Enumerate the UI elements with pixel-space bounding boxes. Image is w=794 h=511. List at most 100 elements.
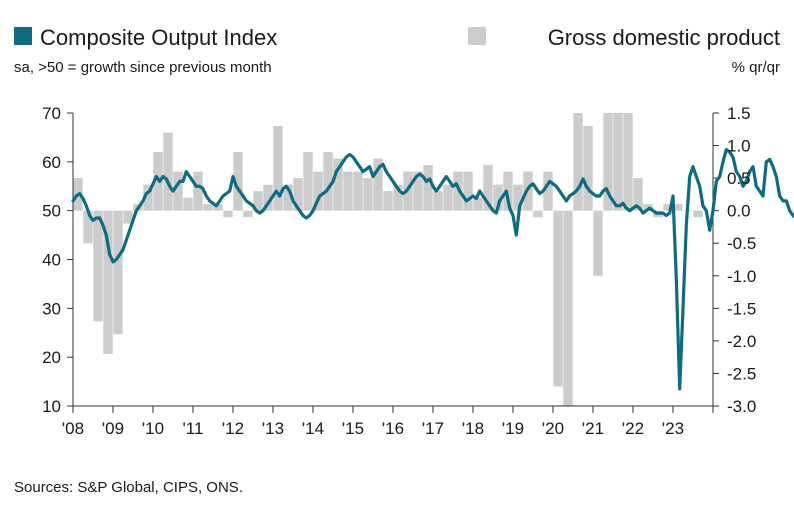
gdp-bar xyxy=(183,197,193,211)
gdp-bar xyxy=(323,152,333,211)
x-tick-label: '10 xyxy=(142,419,164,438)
gdp-bar xyxy=(243,210,253,218)
y-right-tick-label: -2.0 xyxy=(727,332,756,351)
composite-line-group xyxy=(71,148,794,391)
gdp-bar xyxy=(283,184,293,211)
x-tick-label: '21 xyxy=(582,419,604,438)
x-axis-labels: '08 '09 '10 '11 '12 '13 '14 '15 '16 '17 '18 '19 '20 '… xyxy=(62,419,684,438)
gdp-bar xyxy=(373,158,383,211)
y-left-tick-label: 70 xyxy=(42,104,61,123)
gdp-bar xyxy=(93,210,103,322)
y-axis-right-labels: 1.5 1.0 0.5 0.0 -0.5 -1.0 -1.5 -2.0 -2.5 -3.0 xyxy=(727,104,756,416)
gdp-bar xyxy=(233,152,243,211)
gdp-bar xyxy=(703,210,713,212)
gdp-bar xyxy=(463,171,473,211)
legend-title-composite: Composite Output Index xyxy=(40,25,277,50)
x-tick-label: '13 xyxy=(262,419,284,438)
x-tick-label: '08 xyxy=(62,419,84,438)
x-tick-label: '23 xyxy=(662,419,684,438)
gdp-bar xyxy=(353,171,363,211)
gdp-bar xyxy=(593,210,603,276)
gdp-bar xyxy=(293,178,303,211)
y-left-tick-label: 40 xyxy=(42,251,61,270)
gdp-bar xyxy=(563,210,573,406)
gdp-bar xyxy=(363,178,373,211)
gdp-bar xyxy=(643,204,653,211)
gdp-bar xyxy=(613,113,623,211)
x-tick-label: '12 xyxy=(222,419,244,438)
composite-line xyxy=(71,148,794,391)
y-right-tick-label: -2.5 xyxy=(727,364,756,383)
gdp-bar xyxy=(633,178,643,211)
x-tick-label: '09 xyxy=(102,419,124,438)
gdp-bar xyxy=(333,158,343,211)
x-tick-label: '11 xyxy=(183,419,204,438)
x-tick-label: '19 xyxy=(502,419,524,438)
axes xyxy=(67,112,719,413)
y-right-tick-label: 1.5 xyxy=(727,104,751,123)
gdp-bar xyxy=(113,210,123,335)
y-right-tick-label: 0.0 xyxy=(727,202,751,221)
x-tick-label: '17 xyxy=(422,419,444,438)
gdp-bar xyxy=(543,171,553,211)
gdp-bar xyxy=(513,184,523,211)
y-right-tick-label: 0.5 xyxy=(727,169,751,188)
gdp-bar xyxy=(303,152,313,211)
gdp-bar xyxy=(473,197,483,211)
legend-subtitle-gdp: % qr/qr xyxy=(732,59,780,76)
gdp-bar xyxy=(273,126,283,211)
gdp-bar xyxy=(203,204,213,211)
y-right-tick-label: -1.5 xyxy=(727,299,756,318)
gdp-bar xyxy=(673,204,683,211)
gdp-bar xyxy=(173,171,183,211)
x-tick-label: '14 xyxy=(302,419,324,438)
x-tick-label: '15 xyxy=(342,419,364,438)
gdp-bar xyxy=(573,113,583,211)
y-left-tick-label: 30 xyxy=(42,299,61,318)
gdp-bar xyxy=(343,171,353,211)
x-tick-label: '20 xyxy=(542,419,564,438)
gdp-bar xyxy=(413,171,423,211)
legend-swatch-composite xyxy=(14,27,32,45)
y-right-tick-label: 1.0 xyxy=(727,137,751,156)
gdp-bar xyxy=(433,191,443,211)
gdp-bar xyxy=(533,210,543,218)
x-tick-label: '22 xyxy=(622,419,644,438)
gdp-bar xyxy=(223,210,233,218)
gdp-bar xyxy=(423,165,433,211)
gdp-bar xyxy=(253,191,263,211)
gdp-bar xyxy=(393,184,403,211)
gdp-bars xyxy=(73,113,713,406)
gdp-bar xyxy=(623,113,633,211)
y-left-tick-label: 20 xyxy=(42,348,61,367)
source-note: Sources: S&P Global, CIPS, ONS. xyxy=(14,479,243,496)
gdp-bar xyxy=(103,210,113,354)
gdp-bar xyxy=(693,210,703,218)
gdp-bar xyxy=(193,171,203,211)
gdp-bar xyxy=(443,184,453,211)
gdp-bar xyxy=(123,210,133,224)
gdp-bar xyxy=(553,210,563,387)
y-right-tick-label: -1.0 xyxy=(727,267,756,286)
y-left-tick-label: 60 xyxy=(42,153,61,172)
gdp-bar xyxy=(213,204,223,211)
gdp-bar xyxy=(143,184,153,211)
legend-subtitle-composite: sa, >50 = growth since previous month xyxy=(14,59,272,76)
gdp-bar xyxy=(603,113,613,211)
gdp-bar xyxy=(313,171,323,211)
gdp-bar xyxy=(163,132,173,211)
gdp-bar xyxy=(83,210,93,244)
y-left-tick-label: 50 xyxy=(42,202,61,221)
gdp-bar xyxy=(503,171,513,211)
x-tick-label: '16 xyxy=(382,419,404,438)
gdp-bar xyxy=(483,165,493,211)
gdp-bar xyxy=(663,204,673,211)
legend-title-gdp: Gross domestic product xyxy=(548,25,780,50)
y-axis-left-labels: 70 60 50 40 30 20 10 xyxy=(42,104,61,416)
y-right-tick-label: -3.0 xyxy=(727,397,756,416)
gdp-bar xyxy=(493,184,503,211)
y-right-tick-label: -0.5 xyxy=(727,234,756,253)
gdp-bar xyxy=(383,191,393,211)
gdp-bar xyxy=(583,126,593,211)
